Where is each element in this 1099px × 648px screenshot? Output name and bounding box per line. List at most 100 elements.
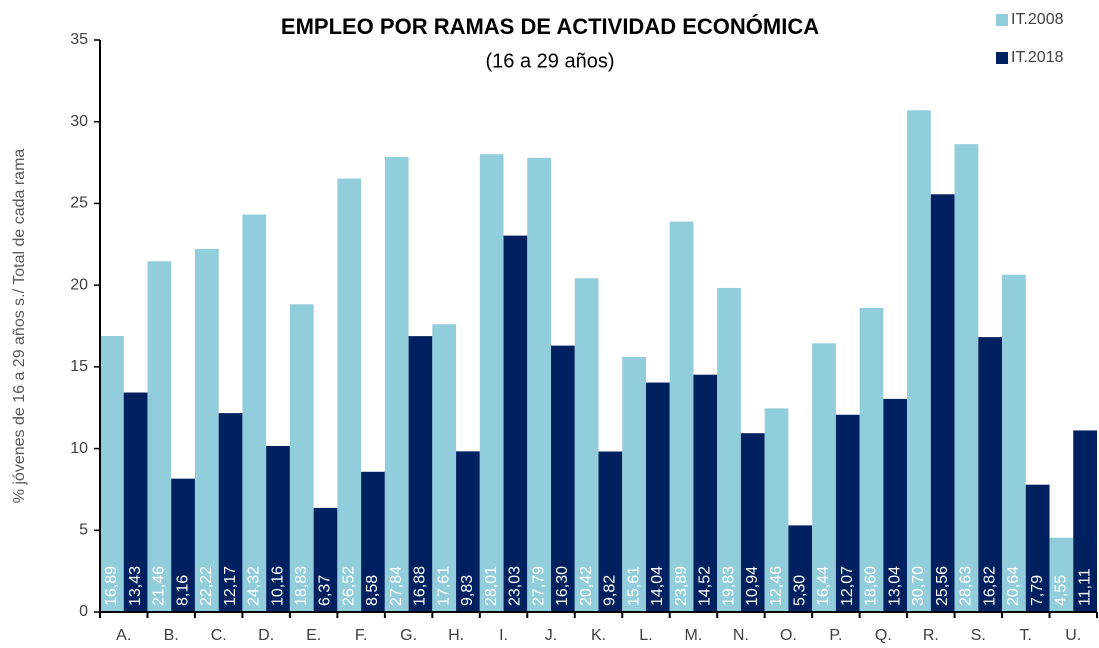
x-tick-label: F.: [355, 627, 367, 644]
data-label: 9,83: [459, 575, 476, 606]
legend-swatch: [996, 52, 1008, 64]
x-tick-label: G.: [400, 627, 417, 644]
data-label: 28,01: [483, 566, 500, 606]
bar: [954, 144, 979, 612]
data-label: 8,58: [364, 575, 381, 606]
data-label: 6,37: [317, 575, 334, 606]
data-label: 25,56: [934, 566, 951, 606]
data-label: 15,61: [625, 566, 642, 606]
chart-subtitle: (16 a 29 años): [486, 50, 615, 72]
bar: [432, 324, 457, 612]
bar: [907, 110, 931, 612]
data-label: 4,55: [1053, 575, 1070, 606]
data-label: 16,82: [981, 566, 998, 606]
data-label: 16,44: [815, 566, 832, 606]
data-label: 23,89: [673, 566, 690, 606]
bar: [645, 382, 670, 612]
data-label: 22,22: [198, 566, 215, 606]
bar: [598, 451, 623, 612]
x-tick-label: Q.: [875, 627, 892, 644]
legend-label: IT.2018: [1011, 49, 1064, 66]
bar: [527, 157, 552, 612]
bar: [218, 413, 243, 612]
data-label: 27,79: [530, 566, 547, 606]
bar: [1002, 274, 1026, 612]
y-tick-label: 25: [70, 195, 88, 212]
data-label: 13,04: [886, 566, 903, 606]
data-label: 12,07: [839, 566, 856, 606]
data-label: 28,63: [958, 566, 975, 606]
bar: [551, 345, 575, 612]
x-tick-label: B.: [164, 627, 179, 644]
bar: [503, 235, 528, 612]
y-tick-label: 0: [79, 603, 88, 620]
data-label: 14,52: [697, 566, 714, 606]
bar: [384, 157, 409, 612]
bar: [622, 356, 646, 612]
bar: [171, 478, 195, 612]
data-label: 18,83: [293, 566, 310, 606]
data-label: 12,17: [222, 566, 239, 606]
bar: [266, 445, 290, 612]
x-tick-label: C.: [211, 627, 227, 644]
data-label: 17,61: [435, 566, 452, 606]
bar: [313, 507, 338, 612]
bar: [717, 287, 741, 612]
bar: [242, 214, 267, 612]
data-label: 13,43: [127, 566, 144, 606]
legend-swatch: [996, 14, 1008, 26]
x-tick-label: E.: [306, 627, 321, 644]
data-label: 19,83: [720, 566, 737, 606]
x-tick-label: I.: [499, 627, 508, 644]
bar: [764, 408, 789, 612]
bar: [1025, 484, 1050, 612]
x-tick-label: N.: [733, 627, 749, 644]
bar: [930, 194, 955, 613]
data-label: 8,16: [174, 575, 191, 606]
data-label: 27,84: [388, 566, 405, 606]
bar: [859, 308, 884, 612]
data-label: 16,88: [412, 566, 429, 606]
bar: [289, 304, 314, 612]
x-tick-label: D.: [258, 627, 274, 644]
data-label: 26,52: [340, 566, 357, 606]
data-label: 20,64: [1005, 566, 1022, 606]
bar: [123, 392, 148, 612]
data-label: 16,89: [103, 566, 120, 606]
x-tick-label: M.: [685, 627, 703, 644]
legend-label: IT.2008: [1011, 11, 1064, 28]
bar: [361, 471, 385, 612]
x-tick-label: T.: [1020, 627, 1032, 644]
bar: [479, 154, 504, 612]
x-tick-label: J.: [545, 627, 557, 644]
y-tick-label: 35: [70, 31, 88, 48]
bar: [100, 335, 124, 612]
x-tick-label: K.: [591, 627, 606, 644]
x-tick-label: O.: [780, 627, 797, 644]
data-label: 23,03: [507, 566, 524, 606]
data-label: 12,46: [768, 566, 785, 606]
bar: [835, 414, 860, 612]
x-tick-label: U.: [1065, 627, 1081, 644]
data-label: 16,30: [554, 566, 571, 606]
y-tick-label: 30: [70, 113, 88, 130]
data-label: 11,11: [1076, 568, 1093, 606]
data-label: 18,60: [863, 566, 880, 606]
y-tick-label: 10: [70, 440, 88, 457]
x-tick-label: L.: [639, 627, 652, 644]
bar: [408, 336, 433, 612]
bar: [574, 278, 599, 612]
bar: [812, 343, 836, 612]
y-tick-label: 5: [79, 522, 88, 539]
bar: [978, 337, 1003, 612]
data-label: 20,42: [578, 566, 595, 606]
data-label: 5,30: [791, 575, 808, 606]
bar: [194, 248, 219, 613]
bar: [1049, 537, 1074, 612]
x-tick-label: R.: [923, 627, 939, 644]
bar: [147, 261, 172, 612]
bar: [1073, 430, 1097, 612]
data-label: 10,94: [744, 566, 761, 606]
data-label: 9,82: [602, 575, 619, 606]
